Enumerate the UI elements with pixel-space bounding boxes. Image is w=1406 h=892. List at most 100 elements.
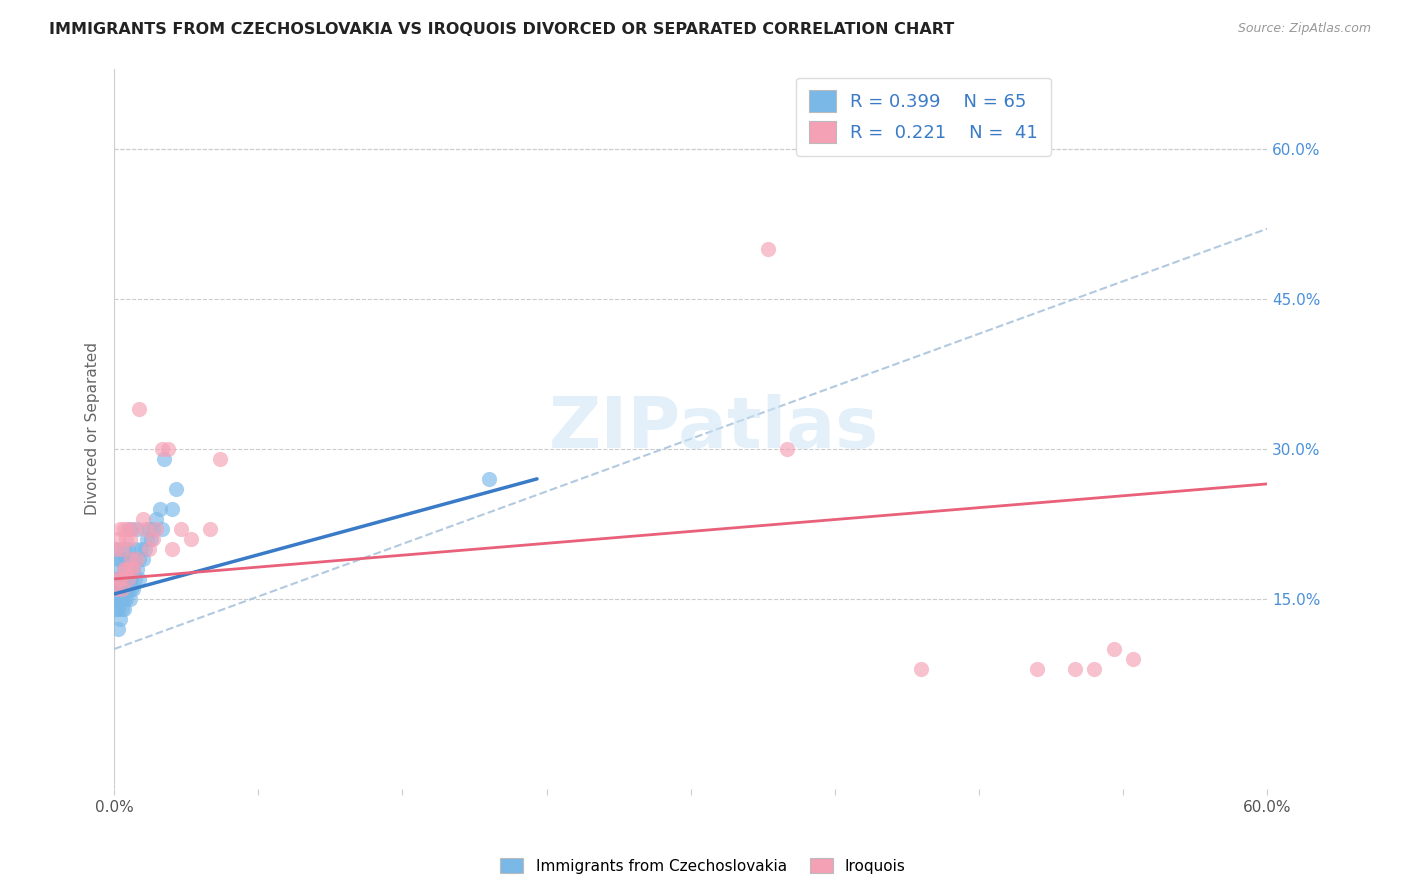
Point [160,502,183,516]
Point [145,522,167,536]
Point [108,592,131,607]
Point [200,522,222,536]
Point [1083,662,1105,676]
Point [153,451,176,466]
Point [114,582,136,596]
Point [108,522,131,536]
Point [180,532,202,546]
Point [149,502,172,516]
Point [117,572,139,586]
Point [105,582,128,596]
Point [122,562,145,576]
Point [105,572,128,586]
Point [142,522,165,536]
Point [108,552,131,566]
Point [112,522,135,536]
Point [132,552,155,566]
Legend: R = 0.399    N = 65, R =  0.221    N =  41: R = 0.399 N = 65, R = 0.221 N = 41 [796,78,1050,156]
Point [128,572,150,586]
Point [121,582,143,596]
Point [156,442,179,456]
Point [132,512,155,526]
Point [111,541,134,556]
Point [114,572,136,586]
Point [118,532,141,546]
Point [128,401,150,416]
Point [105,582,128,596]
Text: Source: ZipAtlas.com: Source: ZipAtlas.com [1237,22,1371,36]
Point [112,562,135,576]
Point [117,541,139,556]
Point [117,522,139,536]
Point [160,541,183,556]
Point [118,592,141,607]
Point [108,612,131,626]
Point [122,562,145,576]
Point [128,552,150,566]
Point [111,592,134,607]
Point [127,562,149,576]
Point [111,552,134,566]
Point [111,602,134,616]
Point [114,532,136,546]
Point [122,582,145,596]
Point [150,522,173,536]
Point [135,532,157,546]
Point [776,442,799,456]
Point [150,442,173,456]
Legend: Immigrants from Czechoslovakia, Iroquois: Immigrants from Czechoslovakia, Iroquois [495,852,911,880]
Point [107,572,129,586]
Point [114,562,136,576]
Point [107,602,129,616]
Point [108,572,131,586]
Point [112,562,135,576]
Point [117,572,139,586]
Point [108,582,131,596]
Point [114,592,136,607]
Point [105,602,128,616]
Point [124,541,146,556]
Point [121,552,143,566]
Point [105,541,128,556]
Point [165,482,187,496]
Point [118,522,141,536]
Point [111,582,134,596]
Point [108,572,131,586]
Point [1064,662,1087,676]
Point [142,532,165,546]
Point [121,552,143,566]
Text: IMMIGRANTS FROM CZECHOSLOVAKIA VS IROQUOIS DIVORCED OR SEPARATED CORRELATION CHA: IMMIGRANTS FROM CZECHOSLOVAKIA VS IROQUO… [49,22,955,37]
Point [1025,662,1047,676]
Point [124,572,146,586]
Point [105,592,128,607]
Point [107,592,129,607]
Point [170,522,193,536]
Point [138,522,160,536]
Y-axis label: Divorced or Separated: Divorced or Separated [86,343,100,516]
Point [138,541,160,556]
Point [112,582,135,596]
Point [107,622,129,636]
Point [910,662,932,676]
Point [134,541,156,556]
Point [107,552,129,566]
Point [127,522,149,536]
Point [107,532,129,546]
Point [112,541,135,556]
Point [114,552,136,566]
Point [108,562,131,576]
Point [121,572,143,586]
Point [105,541,128,556]
Point [139,532,162,546]
Point [756,242,779,256]
Point [111,572,134,586]
Point [117,582,139,596]
Point [122,522,145,536]
Point [112,602,135,616]
Point [127,552,149,566]
Point [107,582,129,596]
Point [111,582,134,596]
Point [129,541,152,556]
Point [134,522,156,536]
Point [478,472,501,486]
